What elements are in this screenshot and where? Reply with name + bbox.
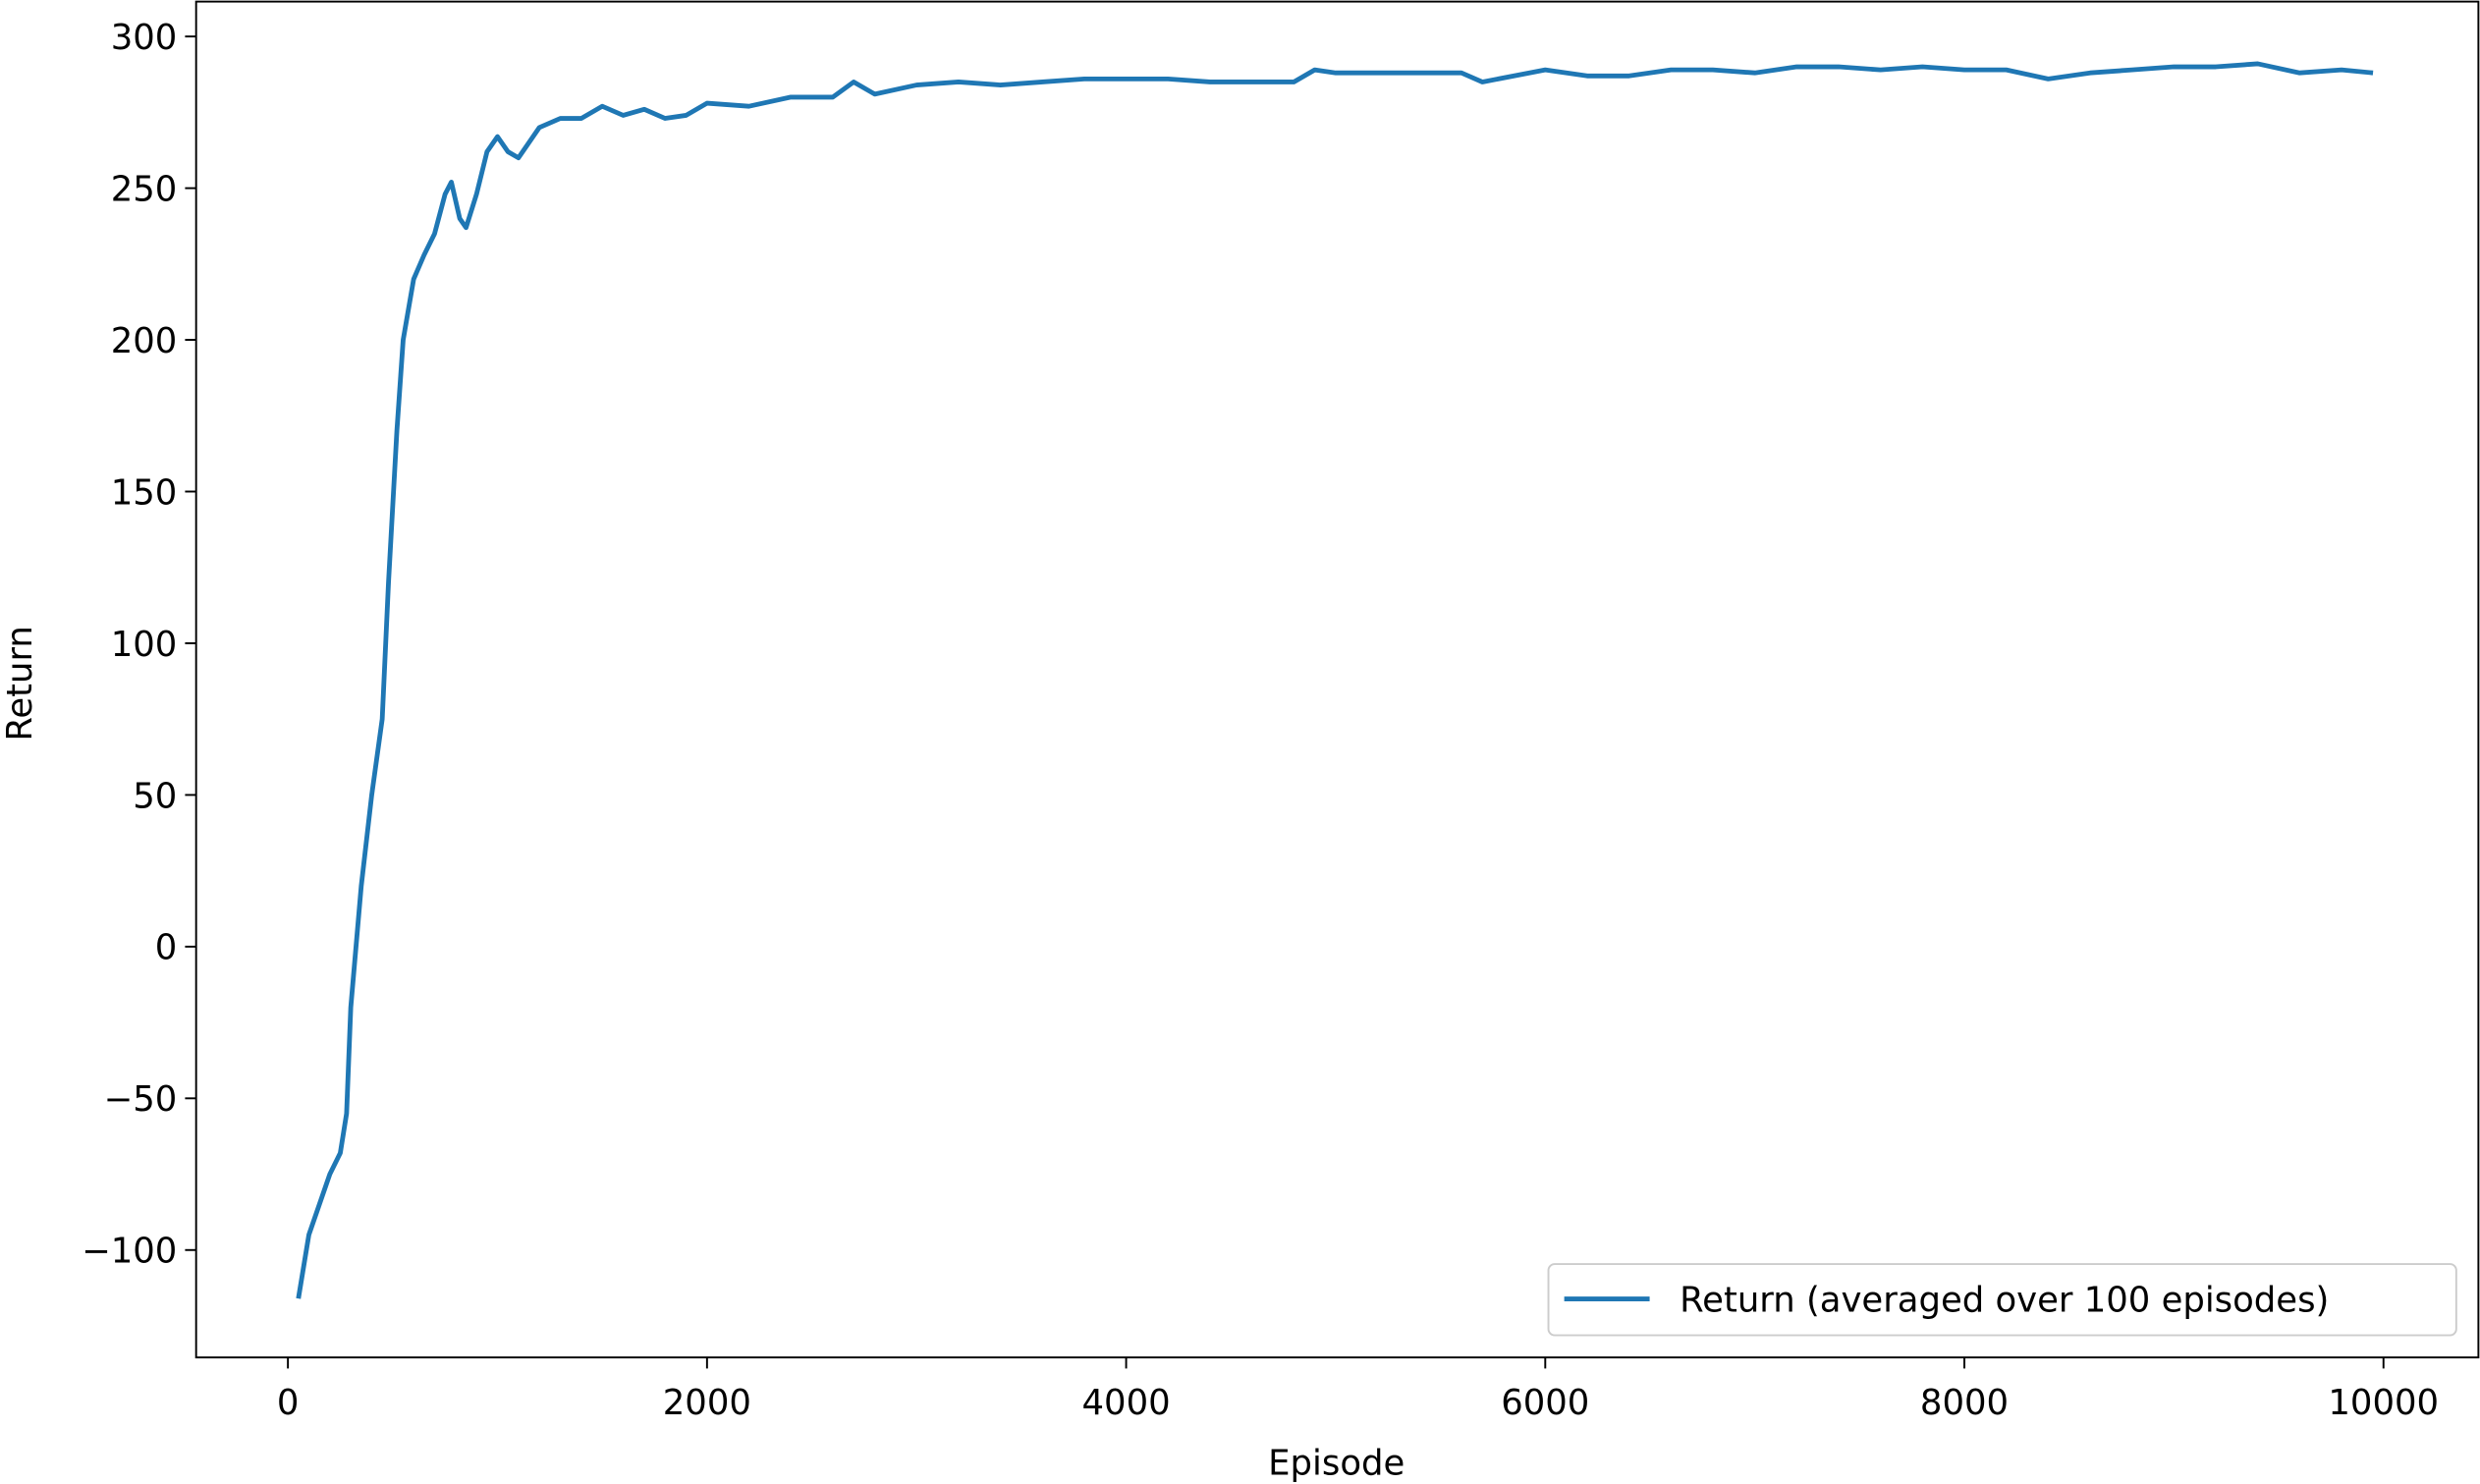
y-tick-label: 50 — [133, 776, 177, 816]
x-tick-label: 0 — [277, 1383, 300, 1423]
y-tick-label: −100 — [82, 1232, 177, 1272]
x-tick-label: 8000 — [1920, 1383, 2009, 1423]
x-tick-label: 6000 — [1501, 1383, 1589, 1423]
x-tick-label: 4000 — [1082, 1383, 1171, 1423]
y-tick-label: 150 — [111, 472, 178, 513]
x-tick-label: 10000 — [2328, 1383, 2439, 1423]
plot-frame — [194, 0, 2480, 1359]
x-axis-label: Episode — [1268, 1443, 1405, 1483]
y-tick-label: 250 — [111, 169, 178, 209]
y-tick-label: 100 — [111, 625, 178, 665]
legend-box — [1547, 1263, 2457, 1337]
y-tick-label: 0 — [155, 928, 178, 968]
legend-label: Return (averaged over 100 episodes) — [1680, 1280, 2329, 1320]
x-tick-label: 2000 — [663, 1383, 751, 1423]
y-tick-label: −50 — [104, 1079, 178, 1120]
y-tick-label: 300 — [111, 18, 178, 58]
data-line — [296, 61, 2374, 1299]
y-tick-label: 200 — [111, 321, 178, 361]
y-axis-label: Return — [0, 626, 40, 742]
